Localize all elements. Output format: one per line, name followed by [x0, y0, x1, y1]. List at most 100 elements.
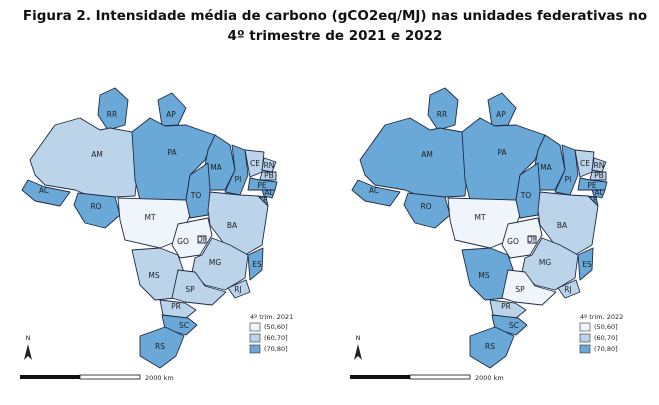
state-shape [501, 269, 557, 306]
state-label: PR [171, 302, 181, 311]
map: RRAPAMACROPAMTMATOPICERNPBPEALSEBAGODFMG… [20, 87, 293, 382]
legend-label: (50,60] [264, 323, 288, 331]
state-shape [351, 179, 401, 207]
north-label: N [26, 334, 31, 342]
state-shape [534, 134, 566, 191]
scale-bar [350, 375, 410, 379]
state-label: TO [190, 191, 202, 200]
state-label: RS [485, 342, 495, 351]
scale-label: 2000 km [145, 374, 174, 382]
state-shape [469, 326, 515, 369]
scale-bar [20, 375, 80, 379]
state-label: RO [420, 202, 431, 211]
state-shape [577, 177, 608, 191]
state-label: MT [144, 213, 155, 222]
state-label: ES [582, 260, 592, 269]
legend-label: (60,70] [594, 334, 618, 342]
state-label: RR [107, 110, 117, 119]
state-shape [171, 217, 213, 259]
state-shape [259, 171, 277, 181]
state-label: GO [177, 237, 189, 246]
state-label: SP [515, 285, 525, 294]
state-label: PA [497, 148, 507, 157]
state-label: RO [90, 202, 101, 211]
state-label: RR [437, 110, 447, 119]
state-label: AC [39, 186, 49, 195]
legend-label: (70,80] [594, 345, 618, 353]
state-label: RJ [234, 285, 241, 294]
state-label: AC [369, 186, 379, 195]
state-shape [185, 162, 211, 219]
state-label: CE [250, 159, 260, 168]
legend-swatch [579, 344, 591, 354]
state-shape [207, 191, 269, 256]
state-shape [589, 171, 607, 181]
state-shape [159, 299, 197, 319]
scale-bar [409, 374, 471, 380]
state-label: BA [557, 221, 568, 230]
legend-swatch [579, 322, 591, 332]
state-shape [97, 87, 129, 131]
state-label: AM [91, 150, 103, 159]
legend-title: 4º trim. 2021 [250, 313, 293, 321]
legend-label: (50,60] [594, 323, 618, 331]
state-label: PE [587, 181, 597, 190]
state-label: SC [509, 321, 519, 330]
scale-bar [79, 374, 141, 380]
legend-swatch [249, 333, 261, 343]
north-arrow [24, 344, 32, 360]
legend-label: (70,80] [264, 345, 288, 353]
state-shape [515, 162, 541, 219]
state-label: RN [264, 161, 275, 170]
state-label: TO [520, 191, 532, 200]
state-label: RJ [564, 285, 571, 294]
north-label: N [356, 334, 361, 342]
state-shape [557, 279, 581, 299]
state-label: CE [580, 159, 590, 168]
state-label: MA [210, 163, 222, 172]
state-shape [261, 189, 276, 199]
state-shape [73, 192, 121, 229]
state-label: MG [209, 258, 221, 267]
state-label: MA [540, 163, 552, 172]
state-label: BA [227, 221, 238, 230]
state-shape [247, 247, 264, 281]
state-label: MT [474, 213, 485, 222]
state-label: AP [496, 110, 506, 119]
state-label: SP [185, 285, 195, 294]
state-shape [171, 269, 227, 306]
state-shape [537, 191, 599, 256]
state-label: PI [565, 175, 572, 184]
state-label: PA [167, 148, 177, 157]
state-label: MS [478, 271, 489, 280]
state-label: GO [507, 237, 519, 246]
legend-label: (60,70] [264, 334, 288, 342]
state-shape [157, 92, 187, 127]
state-shape [487, 92, 517, 127]
state-label: PB [264, 171, 274, 180]
figure-title: Figura 2. Intensidade média de carbono (… [22, 8, 648, 44]
legend-swatch [249, 344, 261, 354]
state-shape [227, 279, 251, 299]
state-shape [577, 247, 594, 281]
state-label: PB [594, 171, 604, 180]
state-label: AM [421, 150, 433, 159]
north-arrow [354, 344, 362, 360]
state-label: AL [264, 188, 274, 197]
legend-swatch [249, 322, 261, 332]
state-label: SC [179, 321, 189, 330]
state-label: RS [155, 342, 165, 351]
state-label: MG [539, 258, 551, 267]
state-label: AP [166, 110, 176, 119]
map: RRAPAMACROPAMTMATOPICERNPBPEALSEBAGODFMG… [350, 87, 623, 382]
state-label: DF [527, 235, 537, 244]
state-label: PR [501, 302, 511, 311]
state-shape [489, 299, 527, 319]
state-shape [527, 235, 537, 244]
state-shape [403, 192, 451, 229]
state-shape [591, 189, 606, 199]
state-shape [247, 177, 278, 191]
state-shape [427, 87, 459, 131]
legend-swatch [579, 333, 591, 343]
